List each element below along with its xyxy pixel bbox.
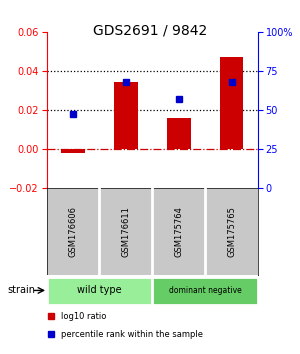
- Text: GSM176606: GSM176606: [68, 206, 77, 257]
- Bar: [167, 118, 190, 149]
- Text: GDS2691 / 9842: GDS2691 / 9842: [93, 23, 207, 37]
- Text: GSM175765: GSM175765: [227, 206, 236, 257]
- Bar: [114, 82, 138, 149]
- Bar: [46, 278, 152, 305]
- Text: log10 ratio: log10 ratio: [61, 312, 107, 320]
- Text: GSM176611: GSM176611: [121, 206, 130, 257]
- Bar: [61, 149, 85, 153]
- Text: dominant negative: dominant negative: [169, 286, 242, 295]
- Bar: [152, 278, 258, 305]
- Text: strain: strain: [8, 285, 35, 296]
- Text: wild type: wild type: [77, 285, 122, 296]
- Text: GSM175764: GSM175764: [174, 206, 183, 257]
- Bar: [220, 57, 244, 149]
- Text: percentile rank within the sample: percentile rank within the sample: [61, 330, 203, 339]
